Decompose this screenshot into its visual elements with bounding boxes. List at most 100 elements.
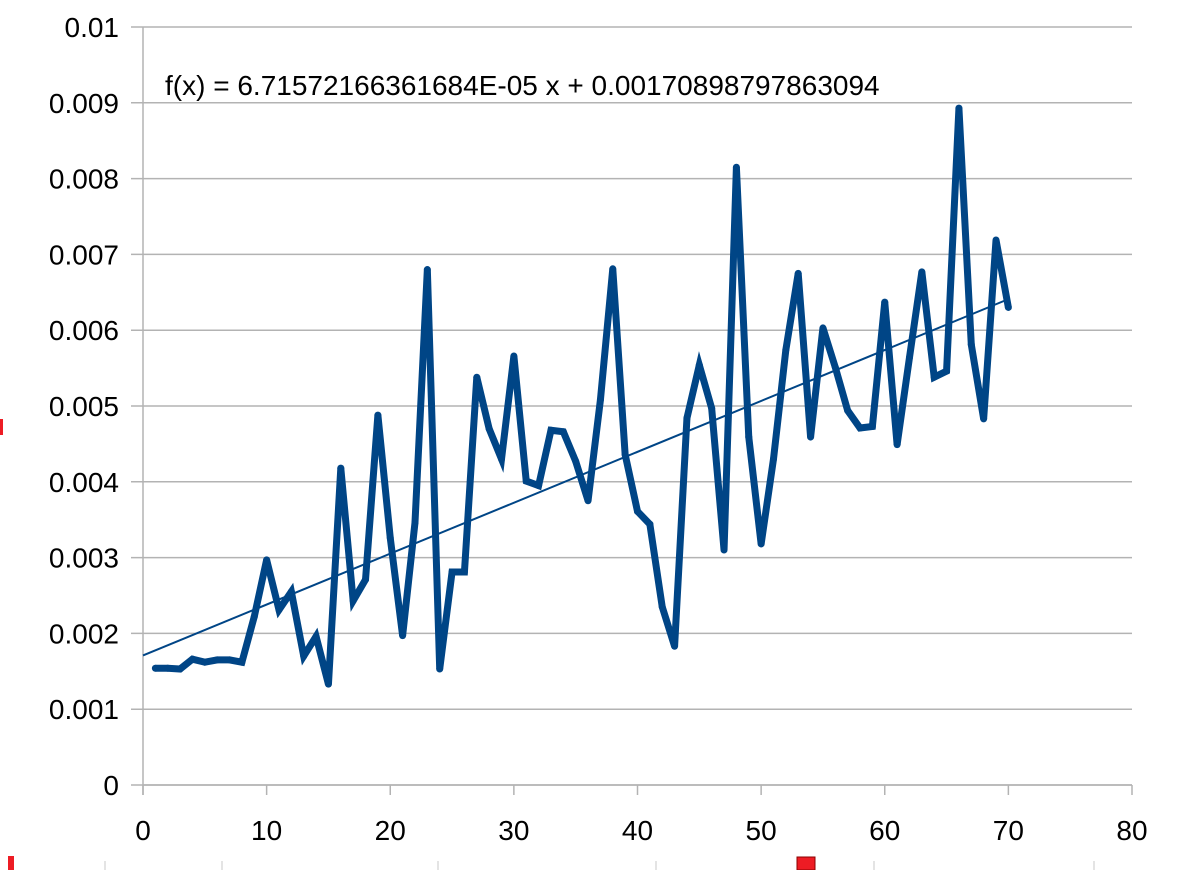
y-tick-label: 0.007 [49,239,119,270]
x-tick-label: 10 [251,815,282,846]
data-point [683,414,691,422]
data-point [831,363,839,371]
data-point [374,411,382,419]
data-point [300,652,308,660]
x-tick-label: 50 [746,815,777,846]
data-point [720,546,728,554]
data-point [609,265,617,273]
x-tick-label: 0 [135,815,151,846]
data-point [522,477,530,485]
data-point [967,341,975,349]
data-point [634,507,641,515]
data-point [955,104,963,112]
x-tick-label: 80 [1116,815,1147,846]
data-point [596,396,604,404]
data-point [473,373,481,381]
y-tick-label: 0.01 [65,12,120,43]
edge-marker [8,856,14,870]
series-layer [151,104,1012,688]
data-point [498,455,506,463]
edge-decorations [0,419,1095,871]
data-point [164,664,172,672]
data-point [275,606,283,614]
x-tick-label: 40 [622,815,653,846]
y-tick-label: 0.001 [49,694,119,725]
data-point [695,361,703,369]
data-point [893,441,901,449]
data-point [485,425,493,433]
data-point [423,266,431,274]
data-point [176,665,184,673]
data-point [658,603,666,611]
trendline-equation: f(x) = 6.71572166361684E-05 x + 0.001708… [165,70,880,101]
data-point [757,540,765,548]
data-point [572,457,580,465]
data-point [188,655,196,663]
edge-marker [796,856,816,871]
data-point [386,534,394,542]
data-point [226,656,234,664]
y-tick-label: 0.008 [49,164,119,195]
data-point [287,588,295,596]
data-point [794,269,802,277]
data-point [349,597,357,605]
data-point [844,407,852,415]
y-tick-label: 0.006 [49,315,119,346]
data-point [671,642,679,650]
data-point [819,324,827,332]
data-point [547,426,555,434]
data-point [312,632,320,640]
data-point [943,367,951,375]
data-point [337,464,345,472]
y-tick-label: 0.009 [49,88,119,119]
x-tick-label: 60 [869,815,900,846]
data-point [263,556,271,564]
x-tick-label: 70 [993,815,1024,846]
data-point [807,433,815,441]
data-point [411,519,419,527]
data-point [1004,303,1012,311]
data-point [151,664,159,672]
data-point [460,568,468,576]
data-point [324,680,332,688]
data-point [708,404,716,412]
data-point [621,451,629,459]
data-point [992,236,1000,244]
y-tick-label: 0.003 [49,543,119,574]
data-point [535,482,543,490]
x-tick-label: 20 [375,815,406,846]
axes [142,27,1133,795]
data-point [930,373,938,381]
data-point [559,428,567,436]
data-point [856,424,864,432]
data-point [918,268,926,276]
edge-marker [0,419,3,435]
data-point [769,455,777,463]
data-point [399,632,407,640]
data-point [584,497,592,505]
data-point [213,656,221,664]
data-point [646,520,654,528]
series-line [155,107,1012,686]
data-point [745,433,753,441]
data-point [905,353,913,361]
data-point [448,568,456,576]
data-point [732,163,740,171]
data-point [436,665,444,673]
y-tick-label: 0.002 [49,618,119,649]
tick-labels: 0 0.001 0.002 0.003 0.004 0.005 0.006 0.007 0.00… [49,12,1148,846]
y-tick-label: 0.005 [49,391,119,422]
x-tick-label: 30 [498,815,529,846]
data-point [868,422,876,430]
annotation-layer: f(x) = 6.71572166361684E-05 x + 0.001708… [165,70,880,101]
data-point [362,576,370,584]
data-point [510,352,518,360]
y-tick-label: 0 [103,770,119,801]
data-point [201,658,209,666]
y-tick-label: 0.004 [49,467,119,498]
data-point [881,298,889,306]
data-point [238,658,246,666]
data-point [782,346,790,354]
